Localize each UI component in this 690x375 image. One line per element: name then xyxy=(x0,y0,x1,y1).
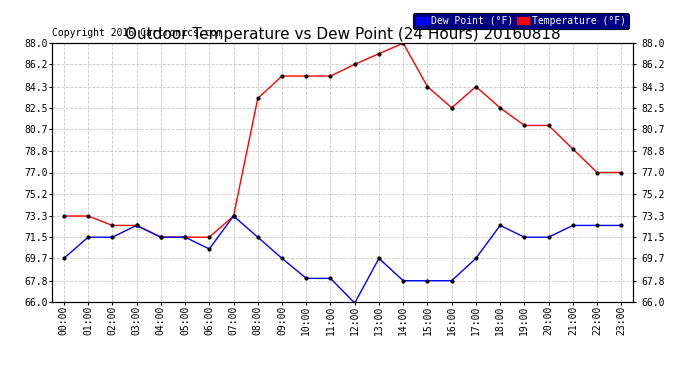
Text: Copyright 2016 Cartronics.com: Copyright 2016 Cartronics.com xyxy=(52,28,222,38)
Title: Outdoor Temperature vs Dew Point (24 Hours) 20160818: Outdoor Temperature vs Dew Point (24 Hou… xyxy=(125,27,560,42)
Legend: Dew Point (°F), Temperature (°F): Dew Point (°F), Temperature (°F) xyxy=(413,13,629,29)
